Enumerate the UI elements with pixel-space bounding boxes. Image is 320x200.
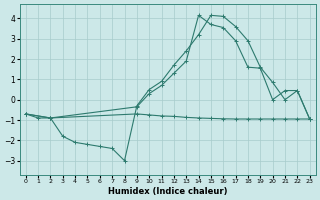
X-axis label: Humidex (Indice chaleur): Humidex (Indice chaleur)	[108, 187, 228, 196]
